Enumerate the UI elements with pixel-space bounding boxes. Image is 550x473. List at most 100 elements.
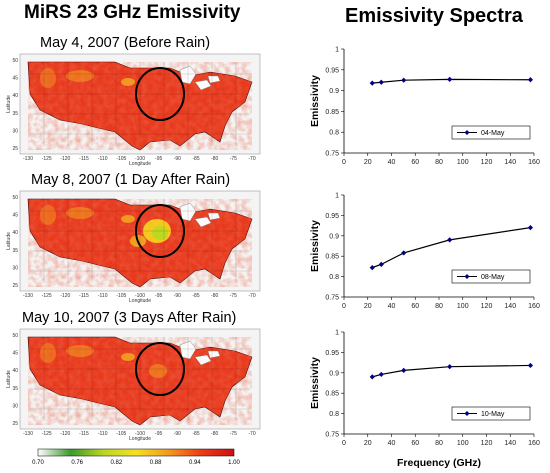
map-lon-tick: -125 [42,431,52,437]
orange-patch [66,70,94,82]
map-label-3: May 10, 2007 (3 Days After Rain) [22,310,237,326]
x-tick-label: 140 [504,440,516,447]
y-tick-label: 0.8 [329,274,339,281]
x-tick-label: 20 [364,159,372,166]
map-lon-tick: -115 [79,293,89,299]
orange-patch [40,68,56,88]
x-tick-label: 40 [388,440,396,447]
map-lon-tick: -115 [79,156,89,162]
y-axis-label: Emissivity [309,357,321,409]
map-lon-tick: -120 [60,156,70,162]
x-tick-label: 0 [342,159,346,166]
emissivity-map-3: -130 -125 -120 -115 -110 -105 -100 -95 -90 -85 -80… [6,328,261,442]
data-point [401,77,407,83]
map-lon-tick: -125 [42,293,52,299]
map-lon-tick: -130 [23,293,33,299]
great-lakes [179,340,221,366]
map-lon-tick: -115 [79,431,89,437]
map-lon-tick: -100 [135,431,145,437]
y-tick-label: 0.8 [329,411,339,418]
map-lat-tick: 25 [12,421,18,427]
map-lon-tick: -110 [98,156,108,162]
map-lon-tick: -95 [155,431,162,437]
colorbar-tick: 0.82 [111,460,123,466]
map-lon-tick: -80 [211,431,218,437]
data-point [378,261,384,267]
x-tick-label: 0 [342,303,346,310]
y-tick-label: 0.8 [329,130,339,137]
y-tick-label: 0.9 [329,88,339,95]
x-tick-label: 80 [435,440,443,447]
x-tick-label: 120 [481,303,493,310]
data-point [401,367,407,373]
x-tick-label: 160 [528,303,540,310]
legend-label: 08-May [481,274,505,281]
y-tick-label: 0.95 [325,350,339,357]
series-line [372,227,531,269]
map-lon-tick: -70 [248,293,255,299]
emissivity-map-2: -130 -125 -120 -115 -110 -105 -100 -95 -90 -85 -80… [6,190,261,304]
map-lat-tick: 35 [12,386,18,392]
x-tick-label: 140 [504,303,516,310]
map-lon-tick: -85 [192,431,199,437]
y-tick-label: 1 [335,47,339,54]
colorbar-tick: 0.88 [150,460,162,466]
map-lon-tick: -75 [230,431,237,437]
study-region-circle [135,67,185,121]
map-lon-tick: -70 [248,156,255,162]
orange-patch [66,345,94,357]
x-tick-label: 160 [528,440,540,447]
y-tick-label: 0.95 [325,213,339,220]
map-lat-tick: 35 [12,111,18,117]
map-lon-tick: -105 [116,156,126,162]
map-lat-tick: 45 [12,351,18,357]
y-tick-label: 0.95 [325,67,339,74]
orange-patch [66,207,94,219]
great-lakes [179,202,221,228]
map-lat-tick: 50 [12,195,18,201]
data-point [369,265,375,271]
map-lon-tick: -130 [23,156,33,162]
emissivity-chart-2: 1 0.95 0.9 0.85 0.8 0.750 20 40 60 80 100 120 140 160… [309,193,540,311]
map-lat-tick: 50 [12,333,18,339]
map-lon-tick: -85 [192,293,199,299]
colorbar-gradient [37,448,235,457]
x-tick-label: 100 [457,303,469,310]
x-tick-label: 40 [388,159,396,166]
legend-marker [464,274,470,279]
emissivity-map-1: -130 -125 -120 -115 -110 -105 -100 -95 -90 -85 -80… [6,53,261,167]
orange-patch [40,205,56,225]
map-label-1: May 4, 2007 (Before Rain) [40,35,211,51]
left-title: MiRS 23 GHz Emissivity [24,2,241,23]
x-tick-label: 100 [457,159,469,166]
map-lat-tick: 25 [12,283,18,289]
map-lat-tick: 40 [12,230,18,236]
map-lon-tick: -80 [211,293,218,299]
y-axis-label: Emissivity [309,220,321,272]
map-lat-tick: 40 [12,368,18,374]
drying-patch [149,364,167,378]
data-point [378,371,384,378]
map-lat-tick: 30 [12,265,18,271]
colorbar-tick: 1.00 [228,460,240,466]
map-lon-tick: -105 [116,431,126,437]
y-tick-label: 0.85 [325,391,339,398]
data-point [447,76,453,82]
map-lon-tick: -95 [155,293,162,299]
y-tick-label: 0.85 [325,109,339,116]
map-lon-tick: -100 [135,156,145,162]
map-lon-tick: -85 [192,156,199,162]
y-tick-label: 0.85 [325,254,339,261]
orange-patch [40,343,56,363]
legend-label: 10-May [481,411,505,418]
map-lon-tick: -90 [174,156,181,162]
map-lon-tick: -120 [60,431,70,437]
data-point [527,225,534,231]
map-lon-tick: -90 [174,431,181,437]
map-lon-tick: -120 [60,293,70,299]
y-tick-label: 1 [335,193,339,200]
wet-soil-core [152,226,168,240]
y-tick-label: 0.75 [325,151,339,158]
legend-box [451,269,531,284]
